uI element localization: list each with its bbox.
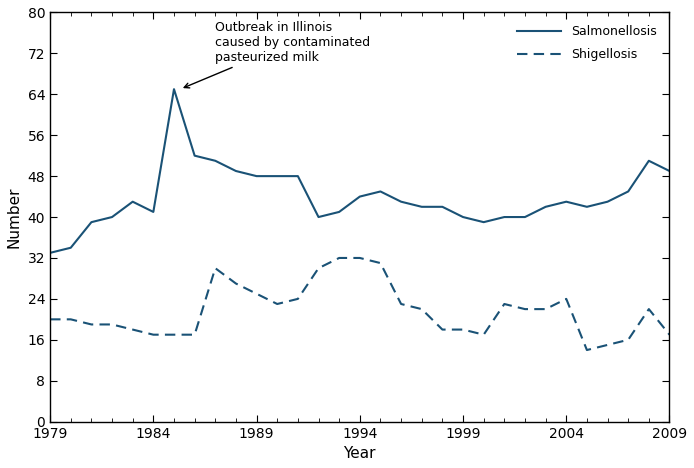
Shigellosis xyxy=(355,255,364,261)
Shigellosis xyxy=(583,347,591,353)
Shigellosis xyxy=(273,301,281,307)
Shigellosis xyxy=(397,301,405,307)
Shigellosis xyxy=(645,306,653,312)
Shigellosis xyxy=(480,332,488,337)
Y-axis label: Number: Number xyxy=(7,186,22,248)
Salmonellosis xyxy=(108,214,116,220)
Salmonellosis xyxy=(541,204,550,210)
Salmonellosis xyxy=(253,173,261,179)
Salmonellosis xyxy=(624,189,632,194)
Salmonellosis xyxy=(562,199,570,205)
Salmonellosis xyxy=(149,209,158,215)
Shigellosis xyxy=(603,342,611,348)
Shigellosis xyxy=(314,265,323,271)
Salmonellosis xyxy=(46,250,54,256)
Salmonellosis xyxy=(480,219,488,225)
Salmonellosis xyxy=(67,245,75,250)
Salmonellosis xyxy=(294,173,302,179)
Salmonellosis xyxy=(459,214,467,220)
Salmonellosis xyxy=(128,199,137,205)
Salmonellosis xyxy=(335,209,344,215)
Salmonellosis xyxy=(376,189,384,194)
Line: Salmonellosis: Salmonellosis xyxy=(50,89,670,253)
Salmonellosis xyxy=(355,194,364,199)
Shigellosis xyxy=(253,291,261,297)
Shigellosis xyxy=(624,337,632,343)
Shigellosis xyxy=(459,327,467,332)
Salmonellosis xyxy=(314,214,323,220)
Salmonellosis xyxy=(583,204,591,210)
Shigellosis xyxy=(294,296,302,302)
Salmonellosis xyxy=(170,87,178,92)
Text: Outbreak in Illinois
caused by contaminated
pasteurized milk: Outbreak in Illinois caused by contamina… xyxy=(184,21,371,88)
Shigellosis xyxy=(500,301,509,307)
Salmonellosis xyxy=(273,173,281,179)
Salmonellosis xyxy=(520,214,529,220)
Shigellosis xyxy=(335,255,344,261)
Salmonellosis xyxy=(87,219,96,225)
Salmonellosis xyxy=(438,204,446,210)
Salmonellosis xyxy=(211,158,219,164)
Salmonellosis xyxy=(666,168,674,174)
Shigellosis xyxy=(376,260,384,266)
Shigellosis xyxy=(190,332,198,337)
Salmonellosis xyxy=(232,168,240,174)
Salmonellosis xyxy=(418,204,426,210)
Shigellosis xyxy=(562,296,570,302)
Salmonellosis xyxy=(397,199,405,205)
Shigellosis xyxy=(232,281,240,286)
Salmonellosis xyxy=(500,214,509,220)
X-axis label: Year: Year xyxy=(344,446,376,461)
Shigellosis xyxy=(520,306,529,312)
Salmonellosis xyxy=(603,199,611,205)
Shigellosis xyxy=(87,322,96,327)
Salmonellosis xyxy=(645,158,653,164)
Shigellosis xyxy=(128,327,137,332)
Shigellosis xyxy=(170,332,178,337)
Shigellosis xyxy=(438,327,446,332)
Shigellosis xyxy=(541,306,550,312)
Shigellosis xyxy=(211,265,219,271)
Shigellosis xyxy=(418,306,426,312)
Shigellosis xyxy=(67,316,75,322)
Legend: Salmonellosis, Shigellosis: Salmonellosis, Shigellosis xyxy=(511,19,663,67)
Shigellosis xyxy=(46,316,54,322)
Shigellosis xyxy=(149,332,158,337)
Shigellosis xyxy=(108,322,116,327)
Shigellosis xyxy=(666,332,674,337)
Salmonellosis xyxy=(190,153,198,159)
Line: Shigellosis: Shigellosis xyxy=(50,258,670,350)
